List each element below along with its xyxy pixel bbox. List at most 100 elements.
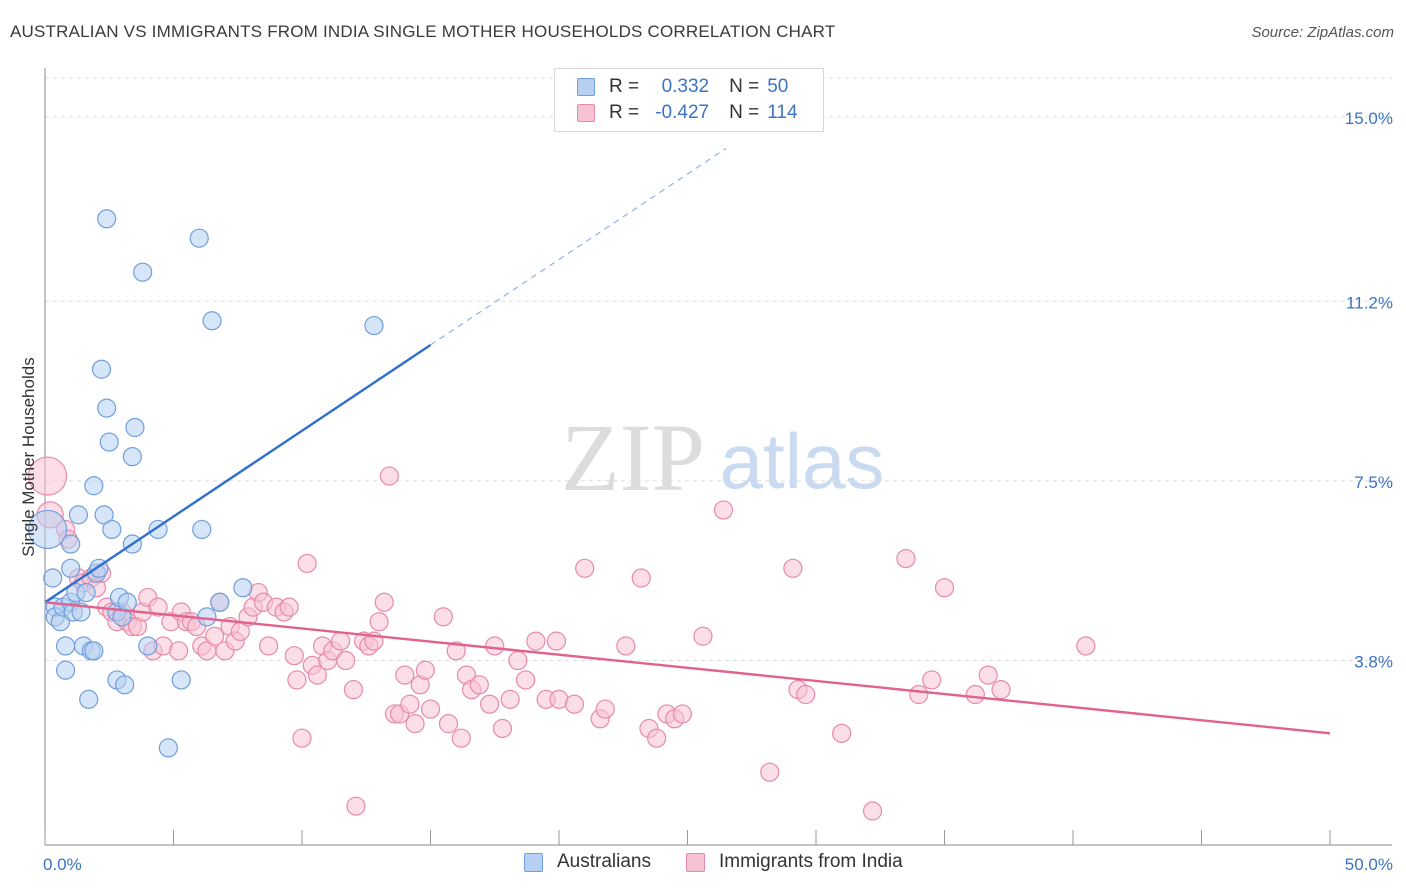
australians-point	[115, 675, 135, 695]
y-tick-label: 15.0%	[1345, 109, 1393, 128]
india-point	[760, 762, 780, 782]
india-point	[415, 660, 435, 680]
legend-item-australians[interactable]: Australians	[524, 851, 651, 873]
india-point	[595, 699, 615, 719]
india-point	[433, 607, 453, 627]
india-point	[713, 500, 734, 520]
australians-point	[27, 509, 68, 550]
india-point	[796, 684, 816, 705]
india-point	[526, 631, 546, 651]
india-point	[922, 670, 942, 690]
australians-point	[76, 582, 96, 603]
australians-point	[210, 592, 230, 612]
india-point	[395, 665, 415, 685]
india-point	[205, 626, 225, 646]
legend-label-india: Immigrants from India	[719, 851, 903, 872]
india-point	[564, 694, 585, 714]
india-point	[369, 612, 389, 632]
india-point	[451, 728, 471, 748]
india-point	[292, 728, 312, 748]
watermark-atlas: atlas	[720, 417, 885, 505]
australians-point	[233, 578, 253, 598]
india-point	[485, 636, 505, 656]
india-points	[27, 456, 1096, 821]
y-tick-label: 11.2%	[1346, 293, 1393, 312]
india-point	[405, 714, 425, 734]
india-point	[631, 568, 651, 588]
axis-layer	[44, 68, 1392, 846]
series-legend: Australians Immigrants from India	[0, 851, 1406, 877]
legend-n-label: N =	[729, 76, 760, 97]
australians-point	[138, 636, 158, 656]
watermark-zip: ZIP	[561, 404, 705, 511]
legend-swatch-australians	[524, 852, 543, 872]
india-point	[672, 704, 692, 724]
india-point	[148, 597, 168, 617]
legend-item-india[interactable]: Immigrants from India	[686, 851, 903, 873]
australians-point	[364, 315, 384, 336]
australians-point	[97, 209, 117, 229]
india-point	[492, 718, 513, 739]
australians-point	[192, 519, 212, 540]
australians-point	[91, 359, 112, 379]
australians-point	[202, 311, 222, 331]
legend-swatch-india	[686, 852, 705, 872]
australians-point	[84, 641, 104, 661]
india-point	[284, 646, 304, 666]
india-point	[693, 626, 713, 646]
india-point	[896, 548, 916, 569]
india-point	[343, 680, 363, 700]
australians-trendline	[44, 343, 432, 604]
india-point	[480, 694, 500, 714]
australians-point	[171, 670, 191, 690]
x-tick-label: 0.0%	[43, 855, 82, 874]
legend-n-value: 114	[767, 102, 798, 123]
legend-n-label: N =	[729, 102, 760, 123]
legend-r-value: -0.427	[655, 102, 710, 123]
australians-point	[68, 505, 89, 525]
australians-point	[97, 398, 117, 418]
india-point	[546, 631, 567, 651]
australians-point	[102, 519, 122, 540]
india-point	[508, 650, 528, 671]
australians-point	[84, 476, 104, 496]
india-point	[934, 578, 955, 598]
legend-r-label: R =	[609, 76, 640, 97]
india-trendline	[44, 601, 1331, 735]
australians-points	[27, 209, 384, 758]
australians-point	[61, 558, 81, 578]
x-tick-label: 50.0%	[1345, 855, 1393, 874]
india-point	[330, 631, 351, 651]
india-point	[27, 456, 68, 496]
australians-point	[125, 417, 145, 438]
india-point	[258, 636, 279, 656]
india-point	[575, 558, 595, 578]
india-point	[978, 665, 998, 685]
india-point	[783, 558, 803, 578]
india-point	[647, 728, 667, 748]
india-point	[336, 650, 356, 671]
india-point	[832, 723, 852, 743]
india-point	[374, 592, 394, 612]
australians-point	[133, 262, 153, 282]
australians-point	[189, 228, 209, 248]
australians-point	[79, 689, 99, 709]
india-point	[909, 684, 929, 705]
australians-point	[197, 607, 217, 627]
regression-lines	[44, 147, 1331, 735]
india-point	[297, 553, 317, 574]
legend-swatch-australians	[577, 78, 595, 96]
india-point	[346, 796, 366, 816]
india-point	[515, 670, 536, 690]
australians-point	[55, 636, 76, 656]
india-point	[400, 694, 420, 714]
source-label: Source: ZipAtlas.com	[1251, 24, 1394, 41]
india-point	[420, 699, 441, 719]
legend-r-value: 0.332	[661, 76, 710, 97]
australians-point	[43, 568, 63, 588]
india-point	[500, 689, 520, 709]
india-point	[965, 684, 985, 705]
india-point	[469, 675, 489, 695]
india-point	[307, 665, 328, 685]
australians-point	[117, 592, 137, 612]
